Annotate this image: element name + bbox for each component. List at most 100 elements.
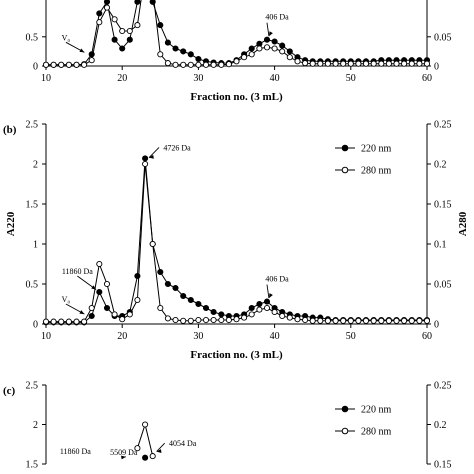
x-tick-label: 40 <box>270 331 280 342</box>
data-point-open <box>401 60 408 67</box>
data-point-open <box>218 61 225 68</box>
data-point-open <box>401 317 408 324</box>
y-left-tick-label: 0 <box>33 320 38 331</box>
x-tick-label: 60 <box>422 73 432 84</box>
y-left-tick-label: 2.5 <box>26 381 39 392</box>
legend-marker <box>341 427 349 435</box>
annotation-label: 5509 Da <box>110 448 138 457</box>
data-point-filled <box>142 454 149 461</box>
annotation-arrowhead <box>156 449 162 453</box>
data-point-filled <box>103 0 111 5</box>
data-point-open <box>271 45 278 52</box>
annotation-arrowhead <box>148 154 154 159</box>
data-point-open <box>210 61 217 68</box>
data-point-open <box>126 311 133 318</box>
data-point-open <box>202 61 210 68</box>
data-point-open <box>302 316 309 324</box>
data-point-open <box>180 61 187 68</box>
data-point-filled <box>103 304 111 312</box>
data-point-open <box>378 317 385 324</box>
data-point-open <box>142 160 149 168</box>
data-point-open <box>164 60 171 67</box>
data-point-filled <box>164 39 171 46</box>
panel-label: (c) <box>3 385 16 397</box>
data-point-filled <box>180 292 187 300</box>
data-point-open <box>233 316 240 323</box>
data-point-open <box>157 304 164 312</box>
y-left-tick-label: 1.5 <box>26 200 39 211</box>
data-point-open <box>347 317 354 324</box>
annotation-label: 406 Da <box>265 13 289 22</box>
data-point-open <box>149 240 156 248</box>
data-point-open <box>324 317 331 324</box>
data-point-open <box>279 312 286 320</box>
data-point-open <box>187 317 194 324</box>
data-point-open <box>126 27 133 35</box>
data-point-open <box>134 445 141 452</box>
series-line-filled <box>46 158 427 323</box>
data-point-filled <box>180 48 187 55</box>
data-point-open <box>96 260 103 268</box>
data-point-open <box>317 317 324 324</box>
annotation-label: 4054 Da <box>169 439 197 448</box>
data-point-open <box>263 44 271 51</box>
y-right-tick-label: 0.2 <box>434 420 447 431</box>
data-point-filled <box>218 311 225 318</box>
data-point-open <box>271 308 278 316</box>
data-point-open <box>416 317 423 324</box>
chart-panel-2: (b) 0 0.5 1 1.5 2 2.5 0 0.05 0.1 0.15 0.2 0.25 10 20 30… <box>3 120 469 362</box>
data-point-filled <box>210 308 217 316</box>
data-point-open <box>111 311 118 318</box>
data-point-open <box>218 316 225 324</box>
annotation-arrow <box>148 147 160 158</box>
data-point-open <box>50 318 57 325</box>
data-point-open <box>210 316 217 324</box>
data-point-open <box>180 317 187 324</box>
data-point-open <box>416 60 423 67</box>
y-right-tick-label: 0 <box>434 320 439 331</box>
data-point-open <box>393 60 400 67</box>
annotation-label: V₀ <box>62 33 71 42</box>
data-point-open <box>73 318 80 325</box>
data-point-open <box>149 453 156 460</box>
y-axis-left-title: A220 <box>5 211 17 236</box>
data-point-open <box>370 317 377 324</box>
data-point-open <box>294 316 301 323</box>
data-point-filled <box>256 300 263 308</box>
annotation-arrowhead <box>79 310 85 315</box>
data-point-open <box>195 61 202 68</box>
annotation-label: 11860 Da <box>60 447 91 456</box>
data-point-open <box>81 318 88 325</box>
annotation-label: 4726 Da <box>163 143 191 152</box>
data-point-open <box>241 314 248 321</box>
annotation-label: 11860 Da <box>62 267 93 276</box>
data-point-open <box>172 316 179 324</box>
data-point-open <box>256 45 263 52</box>
data-point-open <box>195 316 202 324</box>
data-point-open <box>111 16 118 23</box>
chart-panel-3: (c) 1.5 2 2.5 0.15 0.2 0.25 11860 Da 5509 Da 4054… <box>3 381 452 471</box>
data-point-filled <box>126 36 133 43</box>
annotation-arrow <box>156 442 166 452</box>
y-left-tick-label: 2 <box>33 420 38 431</box>
data-point-open <box>81 61 88 68</box>
data-point-open <box>88 57 95 64</box>
legend-label: 220 nm <box>361 144 392 155</box>
series-line-open <box>46 163 427 323</box>
data-point-filled <box>96 10 103 17</box>
x-tick-label: 30 <box>193 73 203 84</box>
annotation-arrowhead <box>268 293 273 299</box>
legend-label: 280 nm <box>361 166 392 177</box>
x-tick-label: 50 <box>346 331 356 342</box>
data-point-open <box>73 61 80 68</box>
data-point-open <box>347 60 354 67</box>
data-point-open <box>58 318 65 325</box>
chart-panel-1: 0 0.5 0 0.05 10 20 30 40 50 60 Fraction no. (3 mL)… <box>26 0 452 103</box>
x-tick-label: 60 <box>422 331 432 342</box>
data-point-open <box>241 54 248 61</box>
data-point-open <box>58 61 65 68</box>
data-point-open <box>385 317 392 324</box>
data-point-open <box>119 27 126 35</box>
data-point-filled <box>286 48 293 55</box>
